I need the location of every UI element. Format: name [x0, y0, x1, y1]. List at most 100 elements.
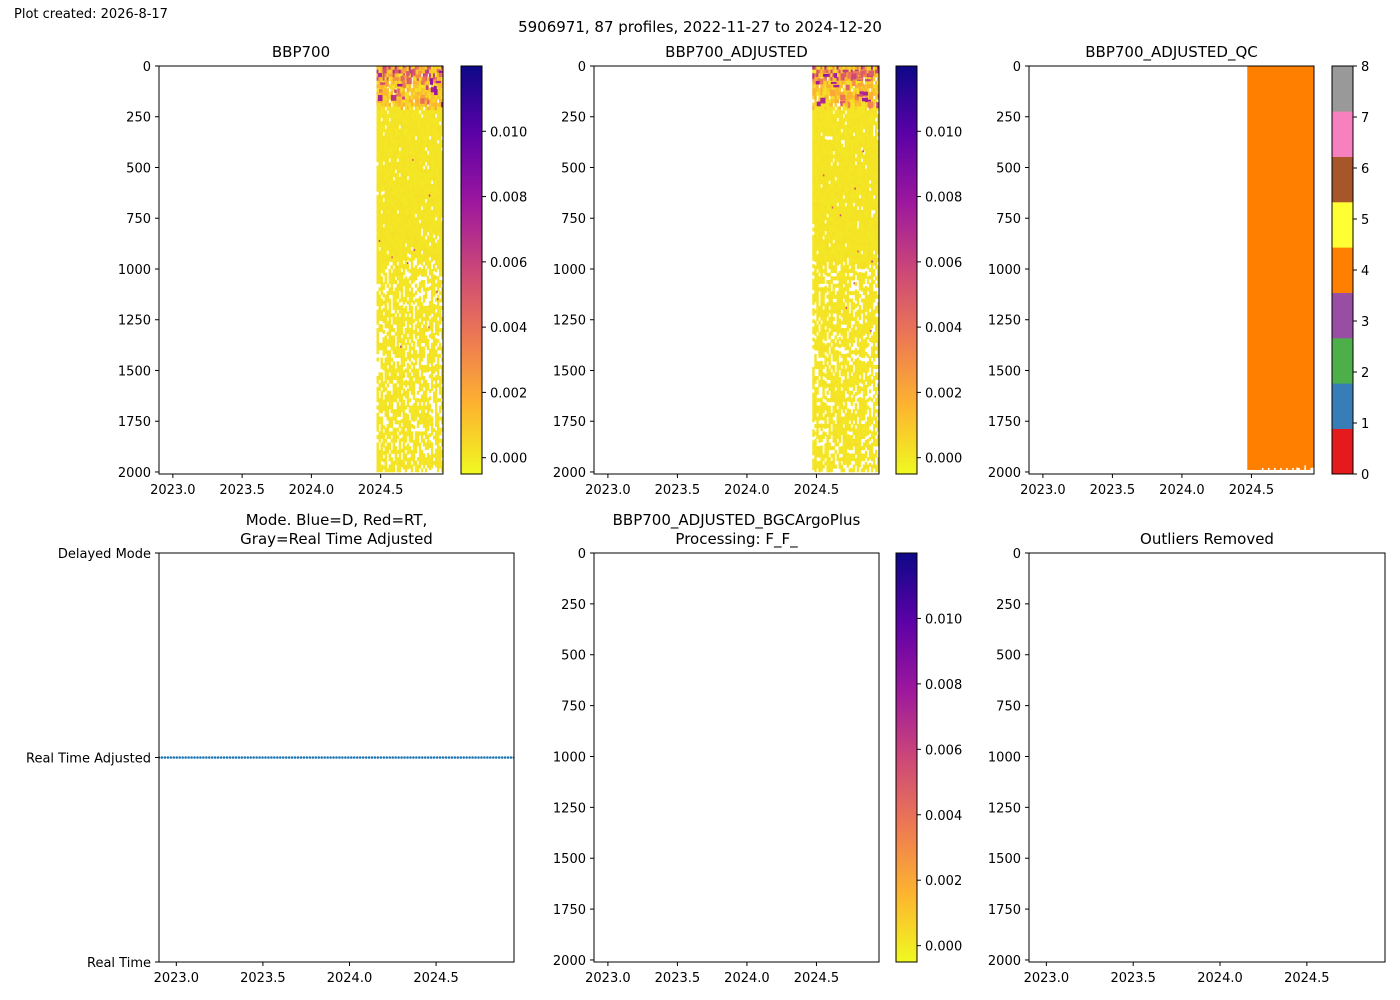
mode-point — [367, 756, 371, 759]
qc-column — [1259, 66, 1262, 470]
qc-column — [1277, 66, 1281, 470]
qc-column — [1287, 66, 1291, 470]
mode-point — [258, 756, 261, 759]
y-tick-label: 250 — [996, 111, 1021, 126]
mode-point — [370, 756, 374, 759]
mode-point — [480, 756, 483, 759]
mode-point — [382, 756, 386, 759]
mode-point — [494, 756, 498, 759]
colorbar-tick-label: 0.008 — [925, 678, 962, 693]
y-tick-label: 1000 — [988, 263, 1021, 278]
qc-column — [1271, 66, 1275, 470]
mode-point — [491, 756, 495, 759]
mode-point — [450, 756, 454, 759]
y-tick-label: 2000 — [553, 466, 586, 481]
qc-column — [1249, 66, 1252, 470]
x-tick-label: 2024.0 — [327, 971, 373, 986]
y-tick-label: 1750 — [988, 415, 1021, 430]
y-tick-label: 250 — [996, 598, 1021, 613]
y-tick-label: 500 — [561, 649, 586, 664]
x-tick-label: 2023.5 — [655, 971, 701, 986]
qc-column — [1261, 66, 1264, 468]
colorbar-segment — [1332, 247, 1353, 293]
mode-point — [210, 756, 214, 759]
colorbar-frame — [895, 65, 918, 475]
y-tick-label: 2000 — [553, 954, 586, 969]
mode-point — [172, 756, 176, 759]
mode-point — [471, 756, 474, 759]
mode-point — [187, 756, 190, 759]
panel-title: BBP700_ADJUSTED_QC — [1085, 43, 1257, 62]
colorbar-gradient — [896, 66, 917, 474]
mode-point — [290, 756, 294, 759]
mode-point — [311, 756, 315, 759]
x-tick-label: 2023.0 — [150, 483, 196, 498]
y-tick-label: Delayed Mode — [58, 547, 151, 562]
panel-title: BBP700 — [272, 43, 330, 61]
axes-frame — [158, 65, 444, 475]
y-tick-label: 500 — [126, 161, 151, 176]
y-tick-label: 750 — [561, 700, 586, 715]
y-tick-label: 750 — [996, 212, 1021, 227]
mode-point — [489, 756, 492, 759]
colorbar-tick-label: 8 — [1361, 60, 1369, 75]
mode-point — [426, 756, 430, 759]
mode-point — [435, 756, 439, 759]
mode-point — [332, 756, 335, 759]
colorbar-segment — [1332, 111, 1353, 157]
mode-point — [355, 756, 359, 759]
y-tick-label: 250 — [126, 111, 151, 126]
mode-point — [503, 756, 507, 759]
mode-point — [246, 756, 250, 759]
mode-point — [225, 756, 229, 759]
colorbar-tick-label: 0.000 — [925, 940, 962, 955]
mode-point — [305, 756, 309, 759]
qc-column — [1269, 66, 1273, 470]
mode-point — [412, 756, 415, 759]
mode-point — [231, 756, 235, 759]
axes-frame — [593, 552, 880, 963]
mode-point — [418, 756, 421, 759]
y-tick-label: 750 — [126, 212, 151, 227]
mode-point — [308, 756, 312, 759]
y-tick-label: 250 — [561, 598, 586, 613]
x-tick-label: 2023.5 — [1110, 971, 1156, 986]
colorbar-tick-label: 0.004 — [925, 809, 962, 824]
mode-point — [240, 756, 244, 759]
colorbar-tick-label: 0.004 — [490, 321, 527, 336]
x-tick-label: 2023.5 — [240, 971, 286, 986]
axes-frame — [1028, 65, 1315, 475]
mode-point — [314, 756, 318, 759]
qc-column — [1267, 66, 1271, 468]
mode-point — [347, 756, 350, 759]
y-tick-label: 1500 — [988, 852, 1021, 867]
x-tick-label: 2023.5 — [219, 483, 265, 498]
mode-point — [506, 756, 510, 759]
qc-column — [1299, 66, 1303, 470]
x-tick-label: 2023.5 — [655, 483, 701, 498]
x-tick-label: 2024.5 — [794, 483, 840, 498]
mode-point — [447, 756, 451, 759]
x-tick-label: 2024.0 — [1159, 483, 1205, 498]
panel-bbp700-adjusted: 2023.0 2023.5 2024.0 2024.5 0 250 500 750 1000 12… — [553, 43, 962, 498]
panel-title: BBP700_ADJUSTED — [665, 43, 808, 62]
mode-point — [444, 756, 448, 759]
mode-point — [243, 756, 247, 759]
qc-column — [1281, 66, 1285, 470]
mode-point — [441, 756, 445, 759]
mode-point — [361, 756, 365, 759]
colorbar-tick-label: 7 — [1361, 111, 1369, 126]
x-tick-label: 2024.5 — [1284, 971, 1330, 986]
y-tick-label: 0 — [1013, 547, 1021, 562]
mode-point — [474, 756, 477, 759]
mode-point — [237, 756, 241, 759]
y-tick-label: 500 — [996, 649, 1021, 664]
mode-points — [159, 756, 514, 759]
mode-point — [222, 756, 226, 759]
colorbar-tick-label: 0.008 — [490, 191, 527, 206]
qc-column — [1301, 66, 1305, 470]
y-tick-label: 500 — [996, 161, 1021, 176]
y-tick-label: 1250 — [988, 314, 1021, 329]
x-tick-label: 2024.0 — [289, 483, 335, 498]
y-tick-label: 1250 — [118, 314, 151, 329]
